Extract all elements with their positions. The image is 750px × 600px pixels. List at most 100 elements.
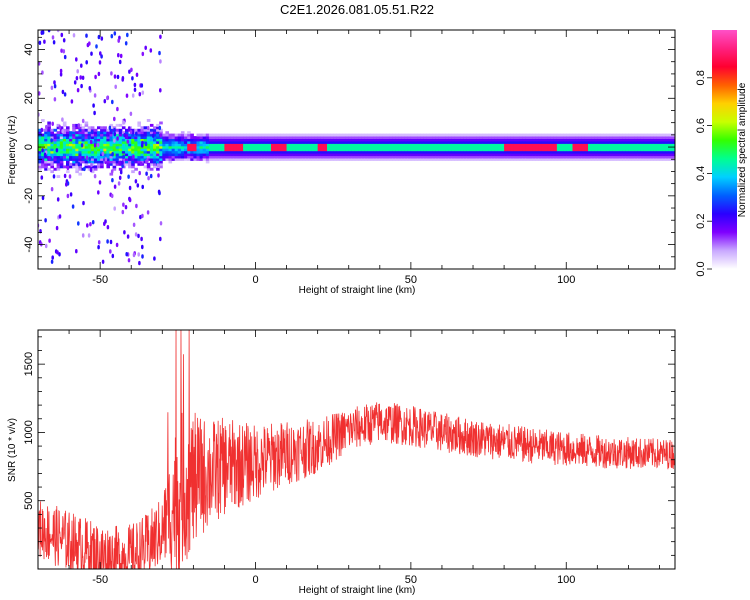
spectrogram-cell (392, 143, 396, 147)
spectrogram-cell (146, 128, 151, 132)
spectrogram-cell (153, 131, 157, 135)
spectrogram-speckle (110, 193, 114, 199)
spectrogram-speckle (53, 84, 57, 89)
spectrogram-cell (407, 148, 412, 152)
spectrogram-cell (501, 145, 505, 149)
x-tick-label: -50 (92, 274, 108, 286)
spectrogram-cell (81, 150, 86, 154)
spectrogram-cell (289, 136, 294, 139)
spectrogram-cell (591, 141, 595, 144)
spectrogram-cell (274, 141, 278, 144)
spectrogram-cell (507, 153, 511, 157)
spectrogram-cell (240, 143, 244, 147)
spectrogram-cell (56, 145, 61, 149)
spectrogram-cell (420, 138, 424, 142)
spectrogram-cell (215, 138, 219, 142)
spectrogram-cell (476, 153, 480, 157)
spectrogram-cell (643, 148, 648, 152)
spectrogram-cell (485, 150, 490, 154)
spectrogram-cell (264, 136, 269, 139)
spectrogram-speckle (75, 249, 78, 254)
spectrogram-cell (159, 155, 163, 159)
spectrogram-cell (156, 123, 160, 127)
spectrogram-cell (59, 158, 64, 161)
spectrogram-cell (432, 138, 437, 142)
spectrogram-cell (454, 148, 458, 152)
spectrogram-cell (103, 143, 107, 147)
x-tick-label: 100 (557, 574, 575, 586)
spectrogram-cell (311, 136, 315, 139)
spectrogram-cell (668, 141, 673, 144)
spectrogram-cell (236, 136, 241, 139)
spectrogram-cell (535, 141, 539, 144)
spectrogram-cell (292, 153, 297, 157)
spectrogram-cell (137, 143, 141, 147)
spectrogram-cell (215, 153, 219, 157)
spectrogram-cell (277, 158, 281, 161)
spectrogram-cell (342, 141, 347, 144)
spectrogram-cell (451, 153, 455, 157)
spectrogram-cell (53, 133, 58, 137)
spectrogram-cell (118, 138, 123, 142)
spectrogram-cell (264, 143, 269, 147)
spectrogram-cell (389, 143, 393, 147)
spectrogram-cell (398, 148, 402, 152)
spectrogram-cell (466, 138, 471, 142)
spectrogram-cell (588, 150, 592, 154)
spectrogram-cell (314, 150, 319, 154)
spectrogram-cell (566, 158, 570, 161)
spectrogram-cell (438, 158, 443, 161)
spectrogram-cell (466, 148, 471, 152)
spectrogram-cell (463, 136, 468, 139)
spectrogram-cell (128, 141, 132, 144)
spectrogram-cell (100, 160, 104, 164)
spectrogram-cell (606, 148, 611, 152)
spectrogram-cell (323, 143, 328, 147)
spectrogram-cell (339, 145, 343, 149)
spectrogram-cell (442, 141, 446, 144)
spectrogram-cell (50, 162, 54, 166)
spectrogram-cell (53, 158, 58, 161)
spectrogram-cell (137, 160, 141, 164)
spectrogram-cell (631, 158, 636, 161)
spectrogram-cell (47, 141, 51, 144)
spectrogram-speckle (90, 129, 94, 135)
spectrogram-cell (320, 145, 325, 149)
spectrogram-speckle (50, 85, 54, 91)
spectrogram-cell (364, 158, 368, 161)
spectrogram-cell (255, 136, 260, 139)
spectrogram-cell (134, 136, 138, 139)
spectrogram-cell (407, 155, 412, 159)
spectrogram-speckle (55, 225, 59, 231)
spectrogram-cell (236, 158, 241, 161)
spectrogram-cell (426, 150, 430, 154)
spectrogram-cell (90, 160, 95, 164)
spectrogram-cell (631, 145, 636, 149)
spectrogram-cell (386, 158, 390, 161)
spectrogram-cell (38, 136, 42, 139)
spectrogram-cell (134, 150, 138, 154)
spectrogram-cell (420, 155, 424, 159)
spectrogram-cell (367, 145, 371, 149)
spectrogram-cell (379, 143, 384, 147)
spectrogram-cell (435, 153, 440, 157)
spectrogram-cell (457, 141, 462, 144)
spectrogram-cell (146, 143, 151, 147)
spectrogram-cell (143, 165, 148, 169)
spectrogram-cell (230, 136, 235, 139)
spectrogram-cell (662, 153, 667, 157)
spectrogram-cell (600, 141, 604, 144)
spectrogram-speckle (128, 197, 132, 203)
spectrogram-cell (376, 141, 381, 144)
spectrogram-cell (497, 148, 502, 152)
spectrogram-cell (538, 138, 542, 142)
spectrogram-cell (358, 155, 362, 159)
spectrogram-cell (56, 162, 61, 166)
spectrogram-cell (494, 143, 499, 147)
spectrogram-cell (367, 143, 371, 147)
spectrogram-cell (81, 148, 86, 152)
spectrogram-cell (476, 138, 480, 142)
spectrogram-cell (134, 145, 138, 149)
spectrogram-cell (395, 136, 399, 139)
spectrogram-cell (153, 141, 157, 144)
